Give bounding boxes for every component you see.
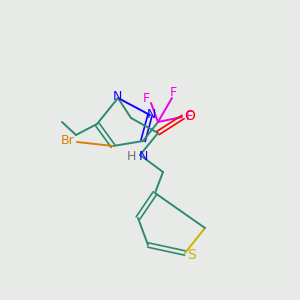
Text: N: N bbox=[138, 149, 148, 163]
Text: N: N bbox=[146, 107, 156, 121]
Text: F: F bbox=[169, 86, 177, 100]
Text: Br: Br bbox=[61, 134, 75, 148]
Text: O: O bbox=[184, 109, 195, 123]
Text: H: H bbox=[126, 149, 136, 163]
Text: S: S bbox=[188, 248, 196, 262]
Text: F: F bbox=[142, 92, 150, 106]
Text: N: N bbox=[112, 91, 122, 103]
Text: F: F bbox=[185, 110, 193, 122]
